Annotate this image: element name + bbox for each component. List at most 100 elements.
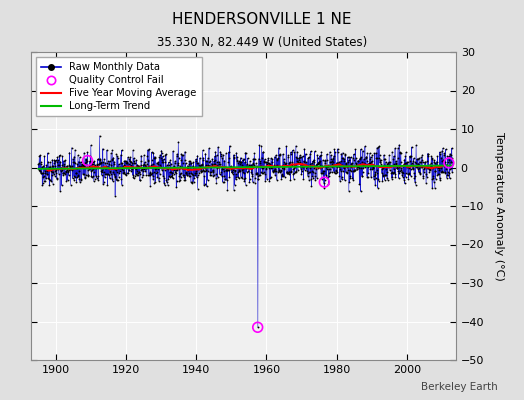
Point (96, 160, 105, 166)
Point (59, 158, 68, 164)
Point (156, 171, 164, 178)
Point (177, 170, 185, 176)
Point (226, 164, 234, 170)
Point (273, 162, 281, 168)
Point (413, 164, 421, 170)
Point (213, 162, 222, 168)
Point (435, 149, 444, 155)
Point (265, 178, 274, 185)
Point (341, 151, 349, 158)
Point (376, 159, 384, 165)
Point (174, 155, 183, 162)
Point (236, 167, 245, 174)
Point (357, 165, 365, 171)
Point (248, 172, 256, 179)
Point (378, 178, 387, 184)
Point (255, 155, 263, 162)
Point (353, 164, 362, 170)
Point (440, 161, 448, 167)
Point (314, 160, 323, 166)
Point (249, 162, 258, 168)
Point (385, 162, 394, 169)
Point (154, 164, 162, 170)
Point (400, 180, 409, 187)
Point (334, 160, 343, 166)
Point (285, 169, 293, 175)
Point (114, 165, 123, 171)
Point (192, 158, 201, 164)
Point (378, 170, 386, 176)
Point (144, 157, 152, 163)
Point (178, 164, 187, 170)
Point (342, 160, 351, 166)
Point (424, 162, 433, 168)
Point (256, 172, 265, 178)
Point (263, 163, 271, 169)
Point (263, 159, 271, 166)
Point (291, 154, 300, 160)
Point (189, 172, 198, 179)
Point (90, 169, 98, 175)
Point (421, 164, 429, 170)
Point (300, 158, 308, 165)
Point (390, 169, 398, 176)
Point (153, 174, 161, 180)
Point (145, 146, 153, 153)
Point (184, 172, 193, 179)
Point (309, 162, 317, 168)
Point (304, 163, 312, 169)
Point (313, 152, 321, 158)
Point (328, 160, 336, 167)
Point (144, 171, 152, 178)
Point (123, 160, 132, 166)
Point (209, 173, 217, 179)
Point (411, 173, 419, 179)
Point (285, 160, 293, 166)
Point (297, 163, 305, 169)
Point (216, 171, 224, 178)
Point (110, 161, 118, 168)
Point (112, 177, 121, 184)
Point (216, 148, 225, 155)
Point (417, 154, 425, 160)
Point (331, 162, 340, 168)
Point (409, 162, 417, 169)
Point (118, 166, 126, 173)
Point (116, 164, 125, 170)
Point (374, 185, 382, 191)
Point (316, 165, 325, 171)
Point (183, 164, 191, 171)
Point (94, 173, 103, 180)
Point (403, 159, 412, 165)
Point (203, 177, 212, 184)
Point (44, 174, 52, 181)
Point (409, 157, 418, 164)
Point (325, 166, 334, 173)
Point (181, 176, 190, 183)
Point (151, 170, 160, 176)
Point (45, 164, 53, 170)
Point (354, 158, 362, 164)
Point (265, 165, 273, 171)
Point (384, 160, 392, 166)
Point (93, 156, 102, 162)
Point (332, 168, 340, 174)
Point (395, 142, 403, 148)
Point (422, 180, 430, 186)
Point (132, 171, 140, 177)
Point (347, 160, 356, 166)
Point (243, 165, 252, 171)
Point (46, 164, 54, 170)
Point (279, 151, 287, 157)
Point (201, 150, 210, 157)
Point (367, 154, 375, 160)
Point (403, 171, 412, 178)
Point (332, 160, 341, 166)
Point (84, 172, 93, 178)
Point (430, 157, 439, 163)
Point (323, 151, 331, 158)
Point (406, 154, 414, 160)
Point (209, 167, 217, 173)
Point (278, 173, 286, 179)
Point (49, 169, 58, 175)
